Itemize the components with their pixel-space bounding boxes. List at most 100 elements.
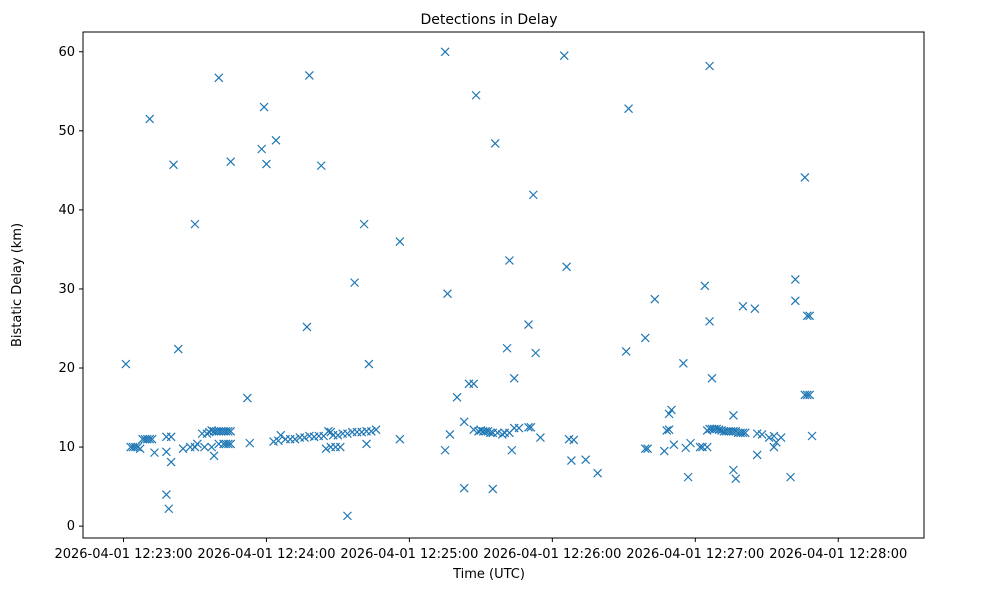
chart-title: Detections in Delay [420, 12, 557, 28]
data-point [300, 433, 309, 443]
data-point [581, 455, 591, 465]
data-point [505, 256, 514, 265]
data-point [707, 373, 717, 383]
x-tick-label: 2026-04-01 12:26:00 [483, 547, 621, 562]
y-tick-label: 40 [58, 203, 75, 218]
data-point [802, 311, 812, 321]
data-point [145, 114, 155, 124]
data-point [769, 442, 779, 452]
data-point [290, 434, 300, 444]
data-point [257, 144, 267, 154]
data-point [173, 344, 183, 354]
x-axis-label: Time (UTC) [452, 567, 525, 582]
data-point [226, 157, 236, 167]
data-point [200, 442, 209, 452]
y-tick-label: 60 [58, 45, 75, 60]
data-point [335, 442, 345, 452]
data-point [259, 102, 269, 112]
data-point [490, 139, 500, 148]
data-point [371, 425, 381, 435]
data-point [559, 51, 569, 61]
data-point [302, 322, 312, 332]
data-point [469, 379, 479, 389]
data-point [740, 428, 750, 438]
data-point [485, 428, 495, 438]
y-axis: 0 10 20 30 40 50 60 [58, 45, 83, 534]
data-point [147, 434, 157, 444]
data-point [121, 359, 131, 369]
data-point [366, 426, 376, 436]
y-tick-label: 0 [67, 519, 75, 534]
y-axis-label: Bistatic Delay (km) [10, 223, 25, 347]
data-point [321, 444, 331, 454]
data-point [531, 348, 541, 358]
data-point [507, 445, 517, 455]
data-point [242, 393, 252, 403]
data-point [362, 439, 371, 449]
data-point [440, 47, 450, 57]
data-point [712, 424, 722, 434]
data-point [316, 161, 326, 171]
data-point [662, 426, 672, 435]
data-point [514, 423, 524, 433]
data-point [624, 104, 634, 114]
data-point [130, 442, 140, 452]
data-point [524, 320, 533, 329]
y-tick-label: 10 [58, 440, 75, 455]
data-point [469, 425, 479, 435]
data-point [728, 411, 738, 420]
data-point [738, 301, 748, 311]
data-point [271, 135, 281, 145]
data-point [164, 504, 174, 514]
data-point [790, 275, 800, 284]
data-point [757, 430, 767, 439]
data-point [262, 159, 271, 169]
data-point [333, 430, 343, 440]
data-point [395, 237, 405, 246]
x-axis: 2026-04-01 12:23:00 2026-04-01 12:24:00 20… [54, 538, 907, 562]
plot-frame [82, 31, 925, 539]
data-point [536, 433, 545, 443]
data-point [223, 439, 233, 449]
data-point [161, 447, 171, 457]
data-point [526, 422, 536, 432]
data-point [443, 289, 452, 299]
data-point [566, 456, 576, 465]
data-point [800, 173, 810, 182]
data-point [161, 490, 171, 499]
data-point [621, 346, 631, 356]
data-point [790, 296, 800, 306]
data-point [750, 304, 760, 314]
data-point [524, 422, 533, 432]
data-point [667, 405, 676, 415]
data-point [223, 426, 233, 436]
data-point [769, 431, 779, 441]
data-point [686, 438, 695, 448]
data-point [650, 294, 660, 304]
y-tick-label: 20 [58, 361, 75, 376]
data-point [669, 440, 679, 450]
data-point [705, 61, 715, 71]
data-point [304, 71, 314, 80]
data-point [178, 444, 188, 454]
data-point [643, 444, 653, 454]
data-point [786, 472, 796, 482]
data-point [226, 426, 236, 436]
x-tick-label: 2026-04-01 12:28:00 [769, 547, 907, 562]
data-point [214, 73, 224, 83]
data-point [807, 431, 817, 441]
data-point [738, 428, 748, 438]
data-point [166, 432, 176, 442]
data-point [481, 426, 491, 436]
data-point [190, 219, 200, 229]
data-point [207, 442, 217, 452]
data-point [488, 484, 498, 494]
data-point [802, 390, 812, 400]
data-point [226, 439, 236, 449]
x-tick-label: 2026-04-01 12:23:00 [54, 547, 192, 562]
data-point [445, 430, 455, 439]
data-point [350, 278, 360, 288]
data-point [169, 160, 178, 170]
data-point [695, 442, 705, 452]
